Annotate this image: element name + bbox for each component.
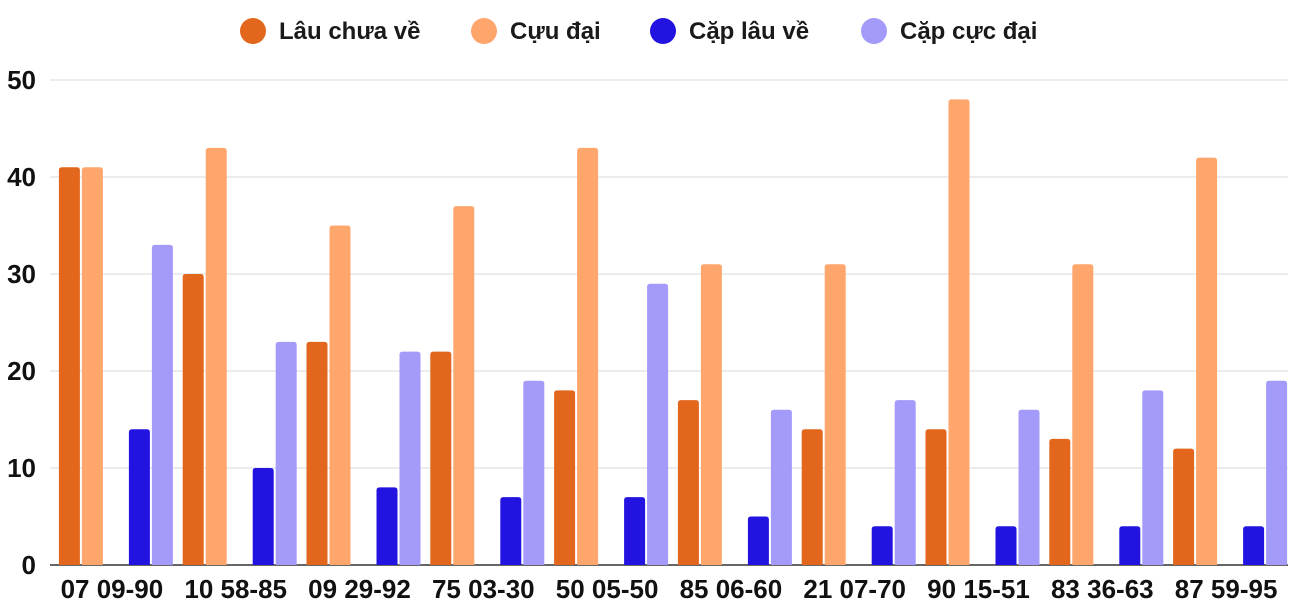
x-tick-label: 75 03-30 xyxy=(432,574,535,600)
bar xyxy=(430,351,452,565)
x-tick-label: 09 29-92 xyxy=(308,574,411,600)
bar xyxy=(1142,390,1164,565)
legend-swatch xyxy=(650,18,676,44)
bar xyxy=(770,409,792,565)
y-axis: 0 10 20 30 40 50 xyxy=(7,65,36,580)
bar xyxy=(376,487,398,565)
bar xyxy=(677,400,699,565)
y-tick-label: 10 xyxy=(7,453,36,483)
legend-item: Cặp lâu về xyxy=(650,18,809,45)
y-tick-label: 30 xyxy=(7,259,36,289)
bar xyxy=(1049,438,1071,565)
bar xyxy=(700,264,722,565)
y-tick-label: 40 xyxy=(7,162,36,192)
bar xyxy=(1196,157,1218,565)
legend-item: Cựu đại xyxy=(471,18,601,45)
bar xyxy=(624,497,646,565)
grid xyxy=(50,79,1288,566)
bar xyxy=(577,147,599,565)
legend-swatch xyxy=(471,18,497,44)
x-tick-label: 85 06-60 xyxy=(680,574,783,600)
bar xyxy=(1243,526,1265,565)
bar xyxy=(128,429,150,565)
bar xyxy=(1173,448,1195,565)
bar xyxy=(747,516,769,565)
x-tick-label: 90 15-51 xyxy=(927,574,1030,600)
bar xyxy=(329,225,351,565)
y-tick-label: 20 xyxy=(7,356,36,386)
bar xyxy=(306,341,328,565)
x-tick-label: 50 05-50 xyxy=(556,574,659,600)
bar xyxy=(995,526,1017,565)
bar xyxy=(453,206,475,565)
legend-swatch xyxy=(861,18,887,44)
bar xyxy=(399,351,421,565)
bar xyxy=(58,167,80,566)
x-tick-label: 21 07-70 xyxy=(803,574,906,600)
bar xyxy=(275,341,297,565)
bar xyxy=(925,429,947,565)
bar xyxy=(1072,264,1094,565)
bar xyxy=(1266,380,1288,565)
legend: Lâu chưa về Cựu đại Cặp lâu về Cặp cực đại xyxy=(240,18,1037,45)
x-tick-label: 07 09-90 xyxy=(61,574,164,600)
bar xyxy=(1119,526,1141,565)
legend-label: Cặp cực đại xyxy=(900,18,1037,45)
bar xyxy=(500,497,522,565)
bar xyxy=(948,99,970,566)
x-axis: 07 09-90 10 58-85 09 29-92 75 03-30 50 05-50… xyxy=(61,574,1278,600)
bar xyxy=(81,167,103,566)
bar xyxy=(523,380,545,565)
bar xyxy=(824,264,846,565)
y-tick-label: 0 xyxy=(22,550,36,580)
legend-item: Lâu chưa về xyxy=(240,18,420,45)
bar xyxy=(647,283,669,565)
bar xyxy=(871,526,893,565)
x-tick-label: 83 36-63 xyxy=(1051,574,1154,600)
bar xyxy=(554,390,576,565)
x-tick-label: 10 58-85 xyxy=(184,574,287,600)
bar xyxy=(151,244,173,565)
legend-label: Cựu đại xyxy=(510,18,601,45)
bar xyxy=(252,468,274,565)
legend-label: Cặp lâu về xyxy=(689,18,809,45)
bar xyxy=(1018,409,1040,565)
legend-label: Lâu chưa về xyxy=(279,18,420,45)
bar xyxy=(894,400,916,565)
bar xyxy=(205,147,227,565)
bar xyxy=(801,429,823,565)
y-tick-label: 50 xyxy=(7,65,36,95)
legend-swatch xyxy=(240,18,266,44)
legend-item: Cặp cực đại xyxy=(861,18,1037,45)
bars xyxy=(58,99,1288,566)
bar xyxy=(182,274,204,565)
x-tick-label: 87 59-95 xyxy=(1175,574,1278,600)
